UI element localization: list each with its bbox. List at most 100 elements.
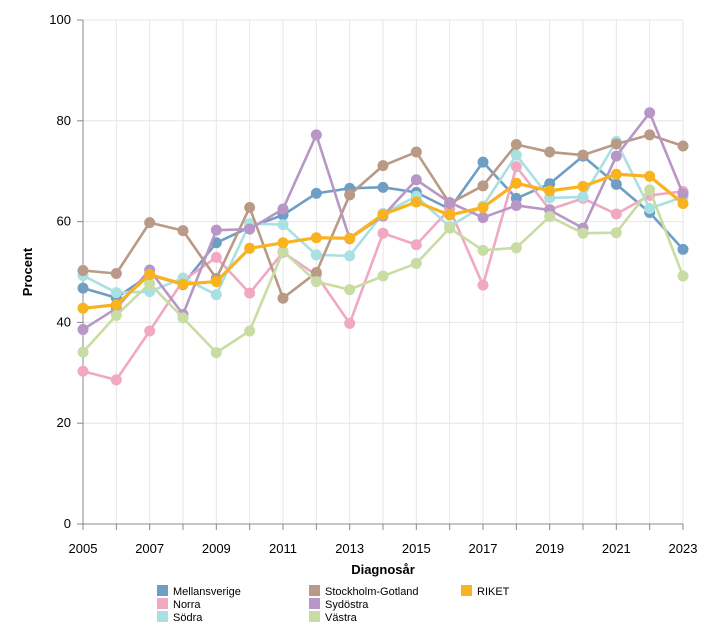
data-point-v-stra[interactable] xyxy=(577,227,589,239)
data-point-v-stra[interactable] xyxy=(677,270,689,282)
data-point-v-stra[interactable] xyxy=(410,257,422,269)
data-point-v-stra[interactable] xyxy=(77,346,89,358)
data-point-syd-stra[interactable] xyxy=(77,323,89,335)
data-point-riket[interactable] xyxy=(377,209,389,221)
data-point-v-stra[interactable] xyxy=(510,242,522,254)
data-point-stockholm-gotland[interactable] xyxy=(677,140,689,152)
data-point-stockholm-gotland[interactable] xyxy=(377,160,389,172)
data-point-riket[interactable] xyxy=(310,232,322,244)
data-point-riket[interactable] xyxy=(177,278,189,290)
data-point-stockholm-gotland[interactable] xyxy=(577,149,589,161)
data-point-norra[interactable] xyxy=(510,161,522,173)
data-point-syd-stra[interactable] xyxy=(677,188,689,200)
data-point-riket[interactable] xyxy=(677,197,689,209)
data-point-v-stra[interactable] xyxy=(377,270,389,282)
data-point-stockholm-gotland[interactable] xyxy=(477,180,489,192)
data-point-stockholm-gotland[interactable] xyxy=(144,217,156,229)
data-point-syd-stra[interactable] xyxy=(244,223,256,235)
data-point-v-stra[interactable] xyxy=(277,245,289,257)
data-point-norra[interactable] xyxy=(244,287,256,299)
data-point-stockholm-gotland[interactable] xyxy=(177,225,189,237)
data-point-riket[interactable] xyxy=(610,168,622,180)
legend-item-riket[interactable]: RIKET xyxy=(461,585,510,598)
data-point-stockholm-gotland[interactable] xyxy=(344,189,356,201)
data-point-s-dra[interactable] xyxy=(277,219,289,231)
data-point-s-dra[interactable] xyxy=(510,149,522,161)
data-point-v-stra[interactable] xyxy=(110,309,122,321)
data-point-stockholm-gotland[interactable] xyxy=(110,268,122,280)
data-point-stockholm-gotland[interactable] xyxy=(77,264,89,276)
data-point-mellansverige[interactable] xyxy=(310,187,322,199)
legend-item-norra[interactable]: Norra xyxy=(157,598,201,611)
data-point-riket[interactable] xyxy=(144,269,156,281)
data-point-norra[interactable] xyxy=(344,317,356,329)
data-point-v-stra[interactable] xyxy=(144,278,156,290)
data-point-syd-stra[interactable] xyxy=(410,174,422,186)
data-point-riket[interactable] xyxy=(277,237,289,249)
data-point-s-dra[interactable] xyxy=(310,249,322,261)
data-point-v-stra[interactable] xyxy=(344,284,356,296)
data-point-riket[interactable] xyxy=(577,180,589,192)
data-point-mellansverige[interactable] xyxy=(377,181,389,193)
data-point-syd-stra[interactable] xyxy=(210,224,222,236)
data-point-norra[interactable] xyxy=(77,365,89,377)
data-point-syd-stra[interactable] xyxy=(310,129,322,141)
data-point-v-stra[interactable] xyxy=(444,222,456,234)
data-point-norra[interactable] xyxy=(377,227,389,239)
data-point-mellansverige[interactable] xyxy=(677,243,689,255)
data-point-s-dra[interactable] xyxy=(110,287,122,299)
data-point-riket[interactable] xyxy=(210,276,222,288)
data-point-riket[interactable] xyxy=(110,299,122,311)
data-point-stockholm-gotland[interactable] xyxy=(644,129,656,141)
data-point-syd-stra[interactable] xyxy=(610,150,622,162)
data-point-s-dra[interactable] xyxy=(344,250,356,262)
data-point-riket[interactable] xyxy=(510,177,522,189)
data-point-v-stra[interactable] xyxy=(177,312,189,324)
data-point-v-stra[interactable] xyxy=(544,211,556,223)
data-point-syd-stra[interactable] xyxy=(277,203,289,215)
data-point-stockholm-gotland[interactable] xyxy=(310,267,322,279)
data-point-riket[interactable] xyxy=(544,185,556,197)
data-point-v-stra[interactable] xyxy=(610,227,622,239)
data-point-syd-stra[interactable] xyxy=(510,199,522,211)
data-point-s-dra[interactable] xyxy=(210,289,222,301)
data-point-riket[interactable] xyxy=(77,302,89,314)
data-point-mellansverige[interactable] xyxy=(610,178,622,190)
data-point-riket[interactable] xyxy=(477,201,489,213)
data-point-stockholm-gotland[interactable] xyxy=(510,138,522,150)
data-point-norra[interactable] xyxy=(610,208,622,220)
data-point-norra[interactable] xyxy=(210,251,222,263)
data-point-syd-stra[interactable] xyxy=(444,196,456,208)
data-point-v-stra[interactable] xyxy=(644,184,656,196)
data-point-mellansverige[interactable] xyxy=(77,282,89,294)
data-point-riket[interactable] xyxy=(244,242,256,254)
legend-item-v-stra[interactable]: Västra xyxy=(309,611,358,624)
data-point-v-stra[interactable] xyxy=(310,276,322,288)
data-point-s-dra[interactable] xyxy=(644,202,656,214)
data-point-riket[interactable] xyxy=(410,196,422,208)
data-point-s-dra[interactable] xyxy=(577,191,589,203)
data-point-stockholm-gotland[interactable] xyxy=(244,201,256,213)
data-point-stockholm-gotland[interactable] xyxy=(410,146,422,158)
data-point-mellansverige[interactable] xyxy=(477,156,489,168)
legend-item-mellansverige[interactable]: Mellansverige xyxy=(157,585,241,598)
data-point-v-stra[interactable] xyxy=(244,325,256,337)
data-point-norra[interactable] xyxy=(144,325,156,337)
data-point-syd-stra[interactable] xyxy=(644,107,656,119)
data-point-stockholm-gotland[interactable] xyxy=(610,138,622,150)
data-point-riket[interactable] xyxy=(644,170,656,182)
data-point-riket[interactable] xyxy=(344,232,356,244)
data-point-norra[interactable] xyxy=(110,374,122,386)
legend-item-stockholm-gotland[interactable]: Stockholm-Gotland xyxy=(309,585,419,598)
data-point-stockholm-gotland[interactable] xyxy=(544,146,556,158)
data-point-norra[interactable] xyxy=(477,279,489,291)
data-point-stockholm-gotland[interactable] xyxy=(277,292,289,304)
data-point-s-dra[interactable] xyxy=(144,286,156,298)
data-point-riket[interactable] xyxy=(444,209,456,221)
data-point-v-stra[interactable] xyxy=(210,347,222,359)
data-point-v-stra[interactable] xyxy=(477,244,489,256)
data-point-norra[interactable] xyxy=(410,239,422,251)
legend-item-syd-stra[interactable]: Sydöstra xyxy=(309,598,369,611)
data-point-syd-stra[interactable] xyxy=(477,212,489,224)
legend-item-s-dra[interactable]: Södra xyxy=(157,611,203,624)
